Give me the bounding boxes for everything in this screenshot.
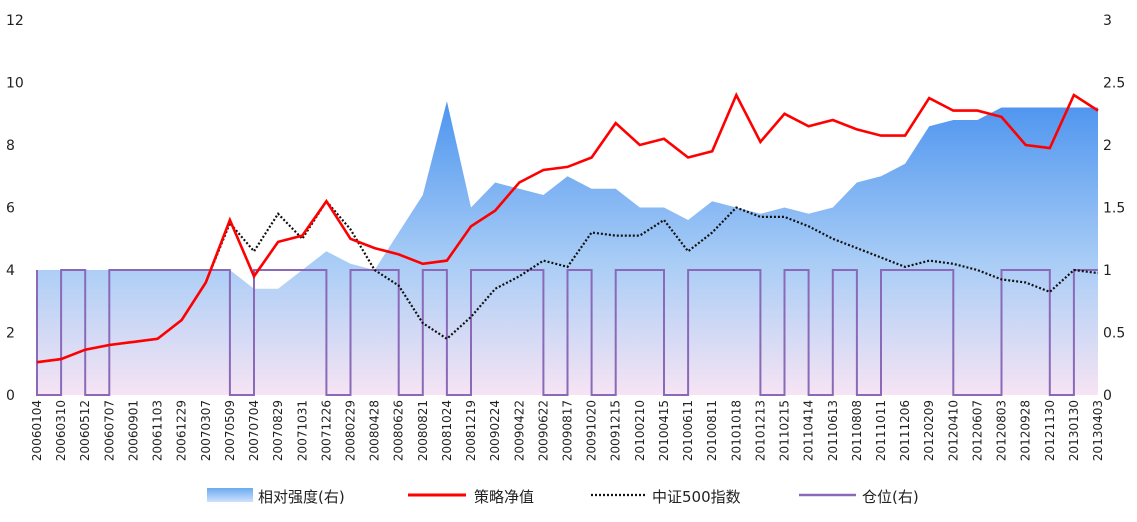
left-axis-tick-label: 6 xyxy=(6,201,15,217)
x-axis-tick-label: 20100611 xyxy=(681,400,695,461)
x-axis-tick-label: 20130403 xyxy=(1091,400,1105,461)
x-axis-tick-label: 20120607 xyxy=(970,400,984,461)
x-axis-tick-label: 20110215 xyxy=(778,400,792,461)
x-axis-tick-label: 20060104 xyxy=(30,400,44,461)
x-axis-tick-label: 20111011 xyxy=(874,400,888,461)
x-axis-tick-label: 20060901 xyxy=(127,400,141,461)
x-axis-tick-label: 20061229 xyxy=(175,400,189,461)
left-axis-tick-label: 8 xyxy=(6,138,15,154)
series-position-line xyxy=(36,269,1098,396)
legend-label-strategy-nav: 策略净值 xyxy=(474,488,534,506)
x-axis-tick-label: 20070704 xyxy=(247,400,261,461)
x-axis-tick-label: 20110613 xyxy=(826,400,840,461)
index-line-layer xyxy=(36,199,1099,364)
x-axis-tick-label: 20090422 xyxy=(512,400,526,461)
right-axis-tick-label: 0 xyxy=(1103,388,1112,404)
right-axis-tick-label: 1.5 xyxy=(1103,201,1125,217)
x-axis-tick-label: 20090817 xyxy=(561,400,575,461)
legend-label-csi500: 中证500指数 xyxy=(652,488,741,506)
x-axis-tick-label: 20090622 xyxy=(536,400,550,461)
x-axis-tick-label: 20070829 xyxy=(271,400,285,461)
legend-label-position: 仓位(右) xyxy=(862,488,919,506)
x-axis-tick-label: 20100811 xyxy=(705,400,719,461)
right-axis-tick-label: 1 xyxy=(1103,263,1112,279)
x-axis-tick-label: 20061103 xyxy=(151,400,165,461)
x-axis-tick-label: 20071226 xyxy=(319,400,333,461)
right-axis-tick-label: 0.5 xyxy=(1103,326,1125,342)
x-axis-tick-label: 20081024 xyxy=(440,400,454,461)
right-axis: 0 0.5 1 1.5 2 2.5 3 xyxy=(1103,13,1125,404)
left-axis-tick-label: 0 xyxy=(6,388,15,404)
x-axis: 20060104 20060310 20060512 20060707 20060901… xyxy=(30,400,1105,461)
left-axis-tick-label: 10 xyxy=(6,76,24,92)
x-axis-tick-label: 20120209 xyxy=(922,400,936,461)
x-axis-tick-label: 20101018 xyxy=(729,400,743,461)
x-axis-tick-label: 20080821 xyxy=(416,400,430,461)
x-axis-tick-label: 20111206 xyxy=(898,400,912,461)
x-axis-tick-label: 20110808 xyxy=(850,400,864,461)
x-axis-tick-label: 20100415 xyxy=(657,400,671,461)
x-axis-tick-label: 20110414 xyxy=(802,400,816,461)
legend-label-relative-strength: 相对强度(右) xyxy=(258,488,345,506)
x-axis-tick-label: 20080428 xyxy=(368,400,382,461)
x-axis-tick-label: 20081219 xyxy=(464,400,478,461)
right-axis-tick-label: 2.5 xyxy=(1103,76,1125,92)
right-axis-tick-label: 3 xyxy=(1103,13,1112,29)
x-axis-tick-label: 20130130 xyxy=(1067,400,1081,461)
nav-line-layer xyxy=(36,91,1099,364)
x-axis-tick-label: 20060512 xyxy=(78,400,92,461)
legend: 相对强度(右) 策略净值 中证500指数 仓位(右) xyxy=(207,488,919,506)
x-axis-tick-label: 20090224 xyxy=(488,400,502,461)
x-axis-tick-label: 20071031 xyxy=(295,400,309,461)
x-axis-tick-label: 20121130 xyxy=(1043,400,1057,461)
x-axis-tick-label: 20120410 xyxy=(946,400,960,461)
x-axis-tick-label: 20091020 xyxy=(585,400,599,461)
left-axis-tick-label: 4 xyxy=(6,263,15,279)
x-axis-tick-label: 20120803 xyxy=(995,400,1009,461)
left-axis-tick-label: 12 xyxy=(6,13,24,29)
x-axis-tick-label: 20080626 xyxy=(392,400,406,461)
x-axis-tick-label: 20091215 xyxy=(609,400,623,461)
x-axis-tick-label: 20100210 xyxy=(633,400,647,461)
x-axis-tick-label: 20101213 xyxy=(753,400,767,461)
x-axis-tick-label: 20070509 xyxy=(223,400,237,461)
legend-swatch-relative-strength xyxy=(207,488,253,502)
x-axis-tick-label: 20060707 xyxy=(102,400,116,461)
series-strategy-nav-line xyxy=(36,91,1099,364)
right-axis-tick-label: 2 xyxy=(1103,138,1112,154)
x-axis-tick-label: 20120928 xyxy=(1019,400,1033,461)
left-axis: 0 2 4 6 8 10 12 xyxy=(6,13,24,404)
series-csi500-line xyxy=(36,199,1099,364)
x-axis-tick-label: 20060310 xyxy=(54,400,68,461)
x-axis-tick-label: 20080229 xyxy=(344,400,358,461)
x-axis-tick-label: 20070307 xyxy=(199,400,213,461)
position-line-layer xyxy=(36,269,1098,396)
left-axis-tick-label: 2 xyxy=(6,326,15,342)
